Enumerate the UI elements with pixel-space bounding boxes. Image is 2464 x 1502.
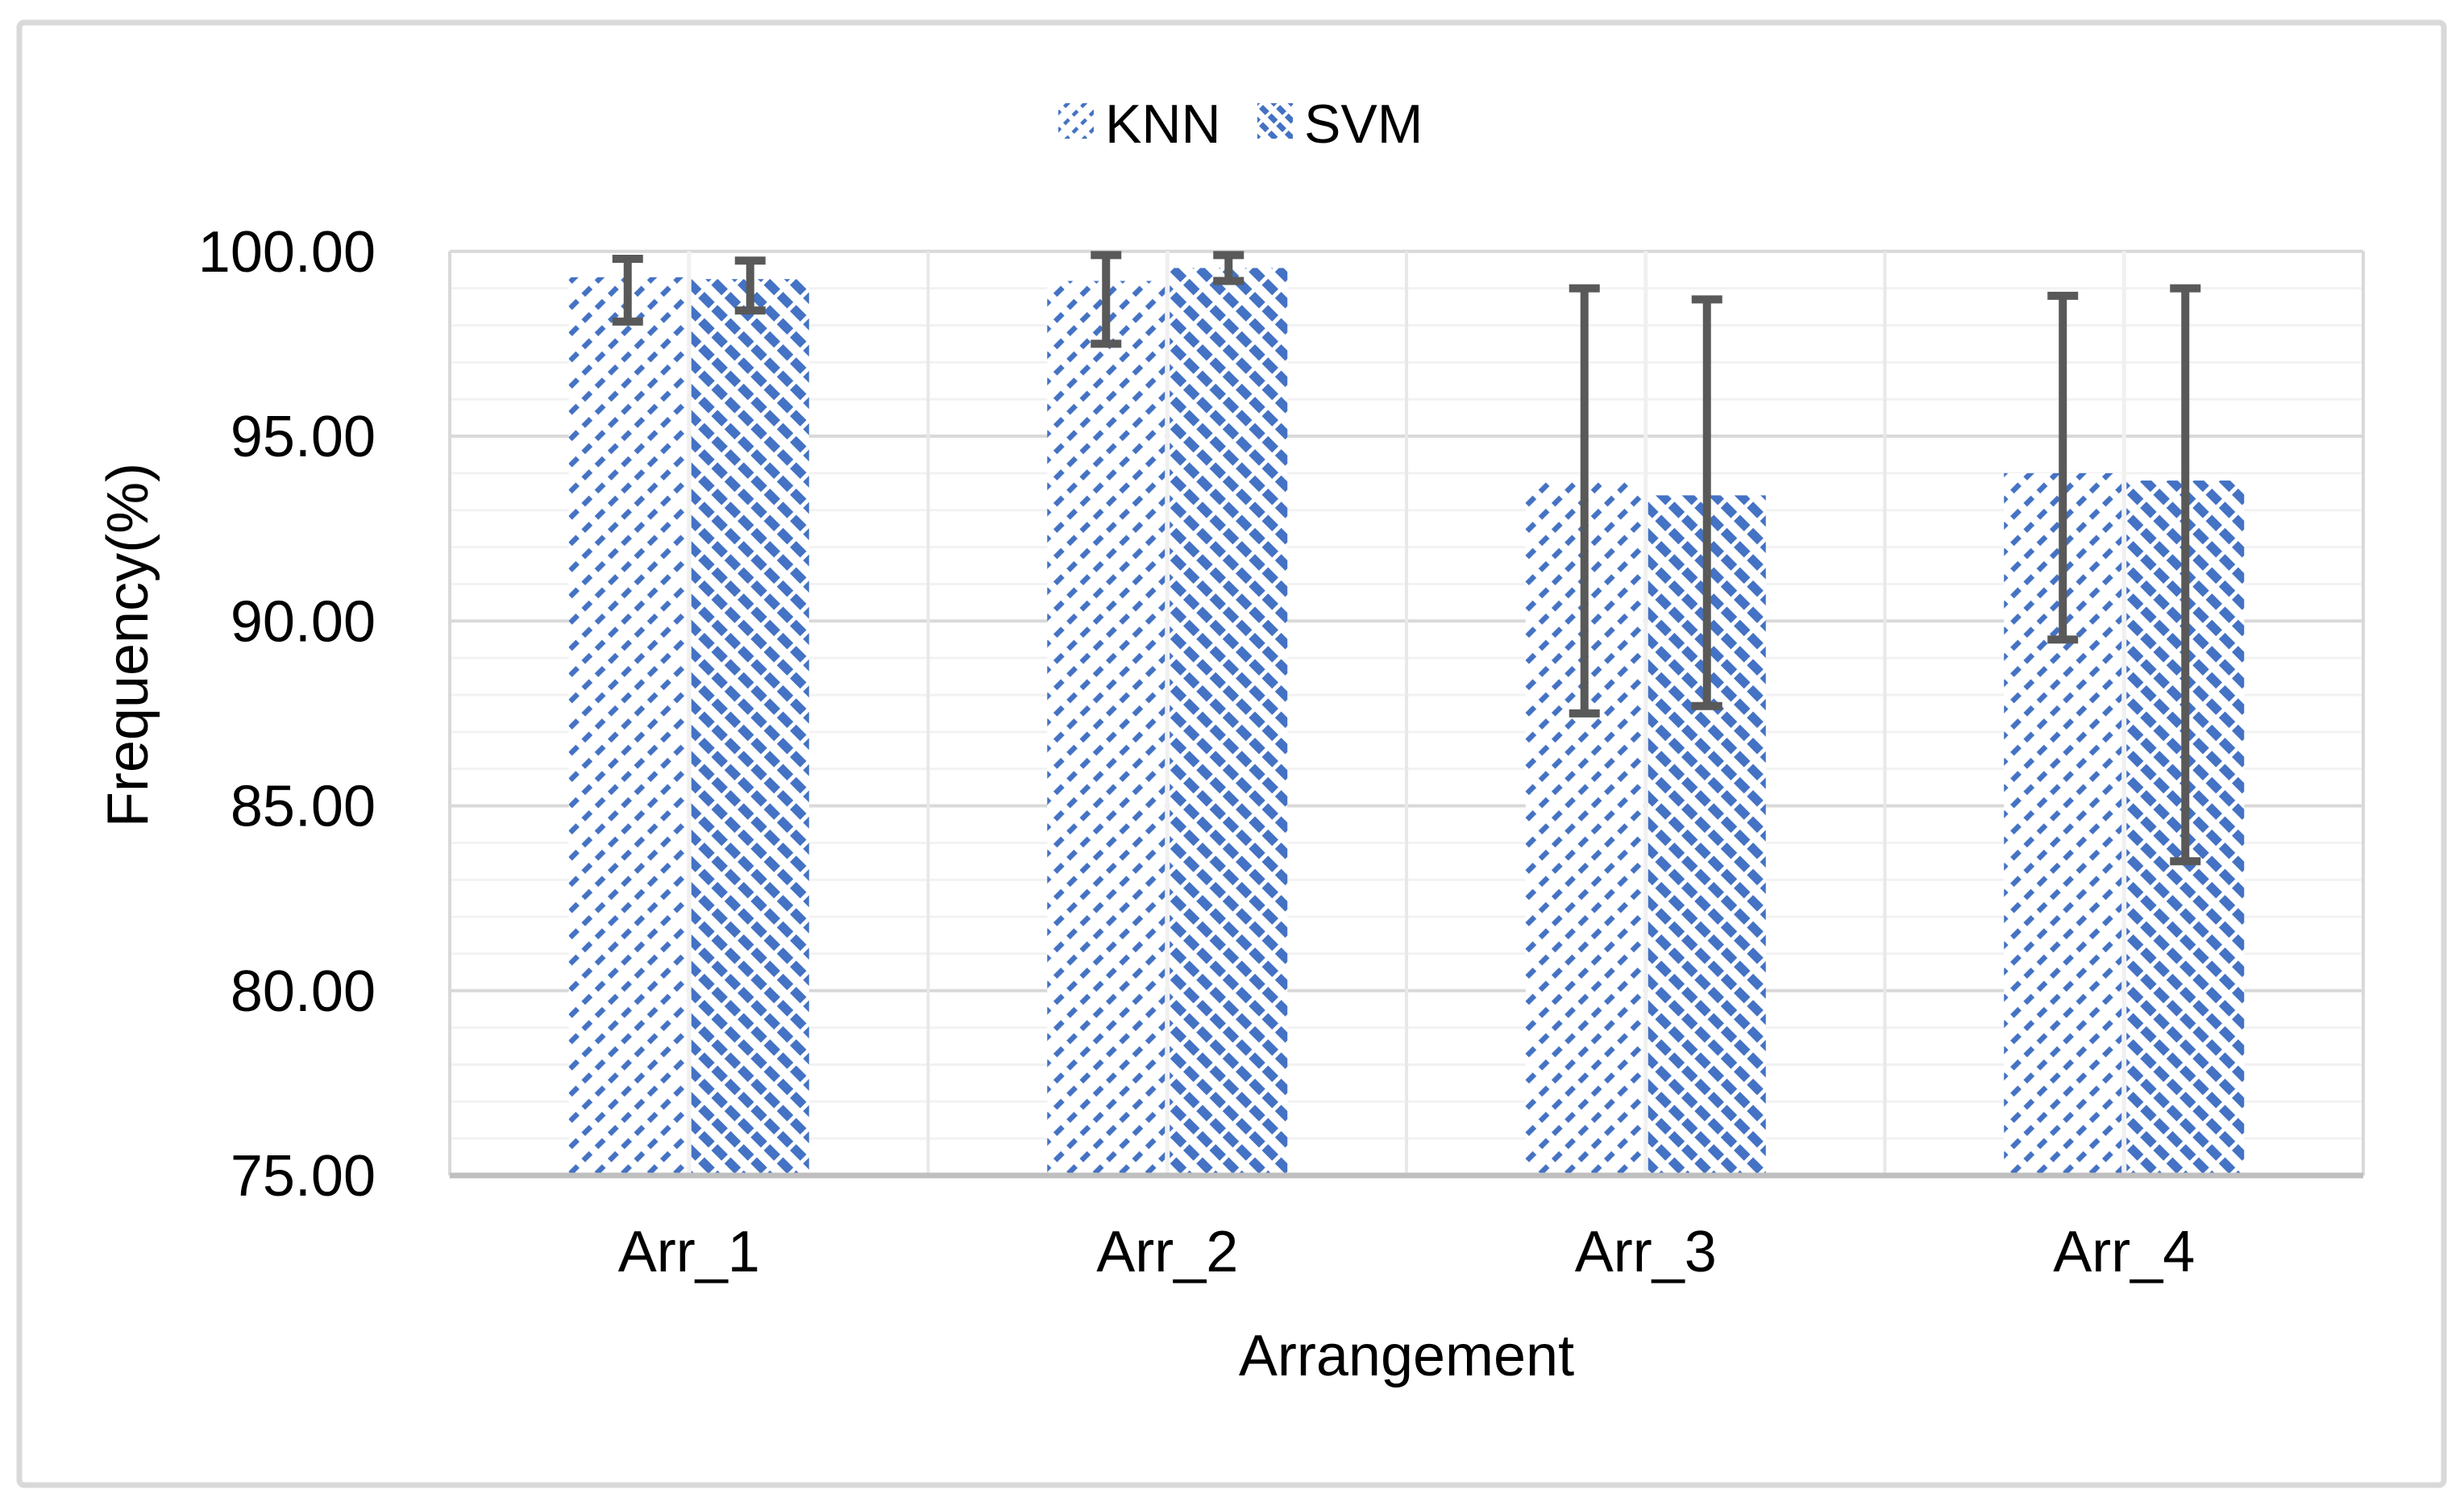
legend-label-svm: SVM: [1304, 94, 1423, 155]
legend-swatch-svm: [1257, 103, 1293, 139]
vertical-gridlines: [687, 251, 2126, 1175]
y-tick-label: 100.00: [198, 220, 376, 285]
error-bar-knn-arr_1: [612, 254, 643, 326]
y-tick-label: 90.00: [231, 589, 376, 654]
y-axis-tick-labels: 100.00 95.00 90.00 85.00 80.00 75.00: [198, 220, 376, 1209]
x-axis-title: Arrangement: [1239, 1324, 1574, 1388]
error-bar-svm-arr_2: [1213, 251, 1244, 285]
bar-knn-arr_2: [1047, 281, 1166, 1175]
y-tick-label: 75.00: [231, 1144, 376, 1209]
bar-knn-arr_1: [568, 277, 687, 1176]
legend: KNN SVM: [1058, 94, 1423, 155]
error-bar-svm-arr_4: [2170, 284, 2201, 866]
x-tick-label: Arr_3: [1575, 1220, 1717, 1284]
error-bars: [612, 251, 2201, 866]
x-axis-tick-labels: Arr_1 Arr_2 Arr_3 Arr_4: [618, 1220, 2196, 1284]
bars: [568, 268, 2245, 1176]
error-bar-knn-arr_4: [2047, 291, 2079, 644]
bar-svm-arr_1: [691, 279, 809, 1175]
error-bar-knn-arr_2: [1091, 251, 1122, 348]
y-axis-title: Frequency(%): [96, 463, 160, 827]
y-tick-label: 80.00: [231, 959, 376, 1024]
error-bar-svm-arr_1: [734, 256, 766, 315]
x-tick-label: Arr_1: [618, 1220, 760, 1284]
error-bar-knn-arr_3: [1569, 284, 1600, 718]
axis-lines: [448, 251, 2365, 1179]
y-tick-label: 95.00: [231, 405, 376, 469]
bar-svm-arr_2: [1170, 268, 1288, 1175]
legend-swatch-knn: [1058, 103, 1094, 139]
legend-label-knn: KNN: [1105, 94, 1221, 155]
error-bar-svm-arr_3: [1691, 295, 1722, 710]
figure-border: [16, 19, 2447, 1488]
x-tick-label: Arr_2: [1096, 1220, 1238, 1284]
y-tick-label: 85.00: [231, 775, 376, 839]
x-tick-label: Arr_4: [2053, 1220, 2195, 1284]
